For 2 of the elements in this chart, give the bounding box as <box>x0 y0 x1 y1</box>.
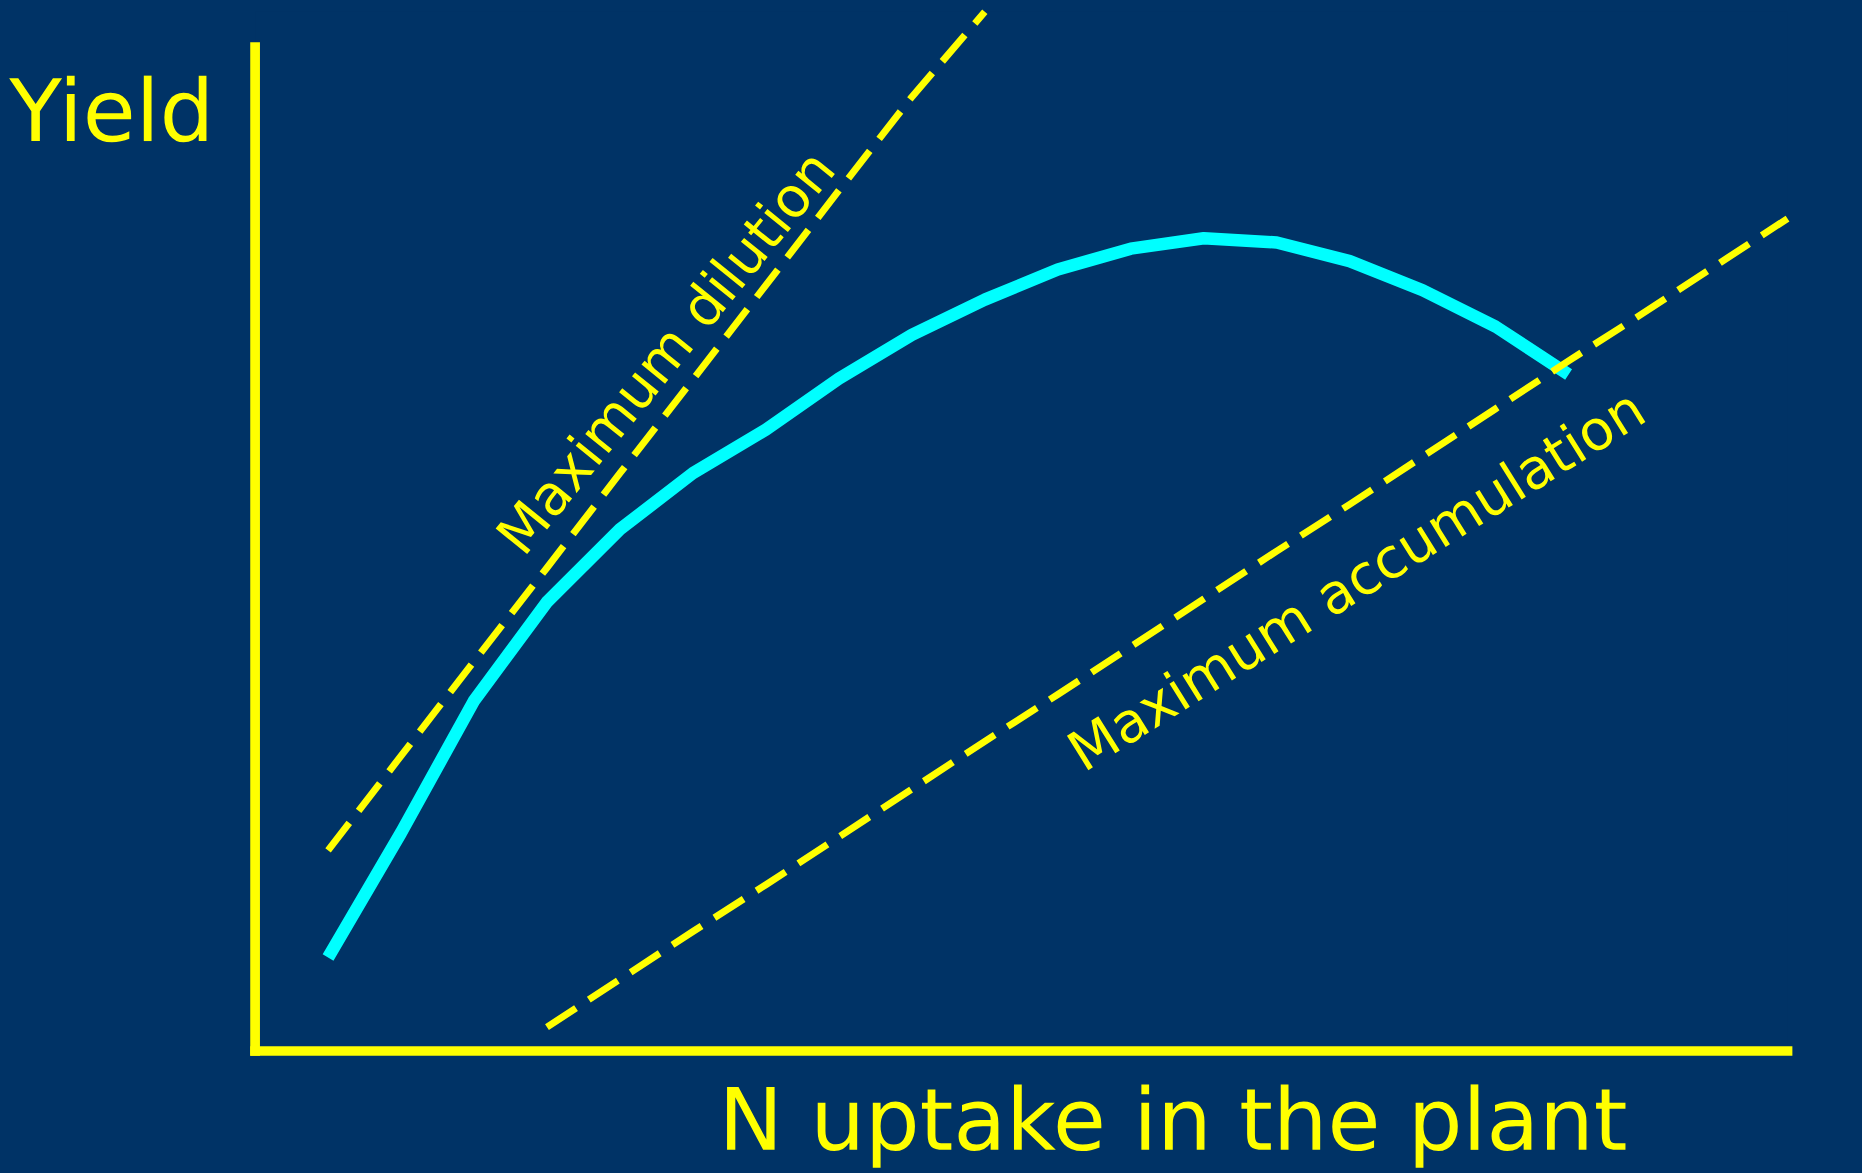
x-axis-title: N uptake in the plant <box>727 1084 1626 1168</box>
y-axis-title: Yield <box>9 75 207 143</box>
